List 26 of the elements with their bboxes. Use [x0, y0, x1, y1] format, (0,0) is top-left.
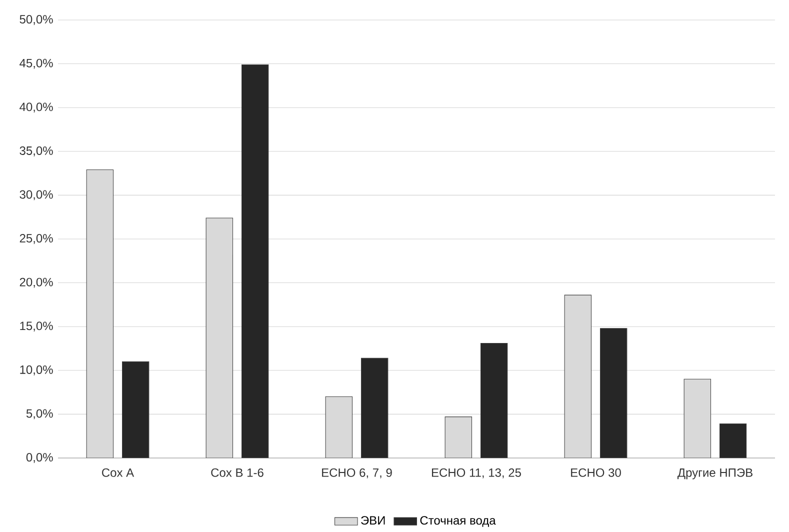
- bar: [480, 343, 508, 458]
- bar: [719, 424, 747, 458]
- bar: [444, 416, 472, 458]
- bar: [122, 361, 150, 458]
- y-tick-label: 10,0%: [20, 365, 53, 376]
- x-tick-label: ECHO 11, 13, 25: [432, 468, 521, 478]
- legend-label: Сточная вода: [420, 516, 496, 527]
- bar: [360, 358, 388, 458]
- x-tick-label: ECHO 6, 7, 9: [322, 468, 392, 478]
- y-tick-label: 50,0%: [20, 15, 53, 26]
- y-tick-label: 45,0%: [20, 58, 53, 69]
- x-tick-label: Cox B 1-6: [211, 468, 264, 477]
- y-tick-label: 0,0%: [26, 453, 53, 463]
- y-tick-label: 40,0%: [20, 102, 53, 113]
- y-tick-label: 35,0%: [20, 146, 53, 156]
- x-tick-label: Другие НПЭВ: [677, 468, 752, 480]
- y-tick-label: 5,0%: [26, 409, 53, 420]
- bar: [241, 64, 269, 458]
- y-tick-label: 25,0%: [20, 234, 53, 244]
- x-tick-label: ECHO 30: [571, 468, 621, 477]
- y-tick-label: 20,0%: [20, 278, 53, 288]
- legend-label: ЭВИ: [361, 516, 385, 525]
- y-tick-label: 30,0%: [20, 190, 53, 200]
- y-tick-label: 15,0%: [20, 322, 53, 332]
- x-tick-label: Cox A: [102, 468, 134, 477]
- bar: [600, 328, 628, 458]
